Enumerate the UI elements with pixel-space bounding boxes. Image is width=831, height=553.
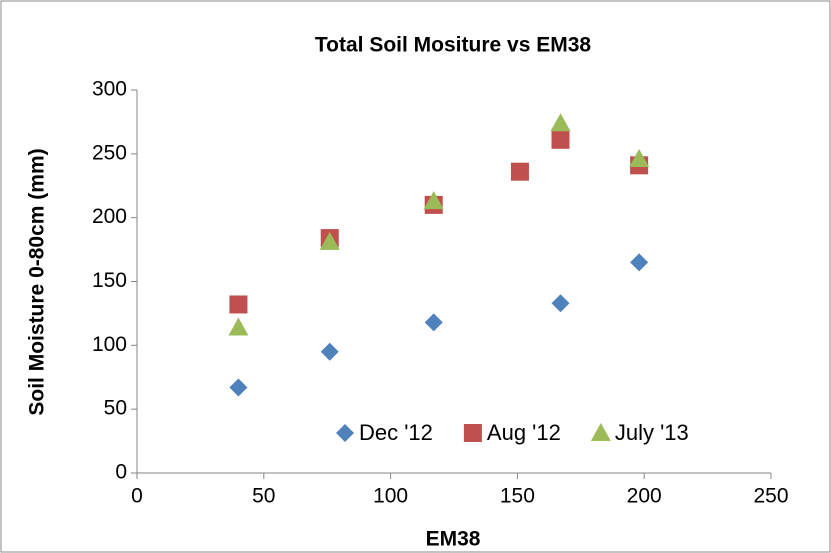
x-tick-label: 50	[252, 485, 275, 508]
marker-triangle	[319, 231, 340, 250]
marker-square	[510, 162, 529, 181]
marker-triangle	[629, 148, 650, 167]
x-axis-title: EM38	[426, 528, 481, 551]
marker-diamond	[424, 313, 443, 332]
marker-diamond	[551, 294, 570, 313]
legend-label: Dec '12	[359, 420, 433, 445]
chart-title: Total Soil Mositure vs EM38	[315, 34, 591, 57]
y-tick-label: 200	[92, 205, 127, 228]
y-tick-label: 300	[92, 78, 127, 101]
marker-square	[551, 130, 570, 149]
x-tick-label: 0	[131, 485, 143, 508]
y-tick-label: 50	[104, 397, 127, 420]
x-tick-label: 250	[753, 485, 788, 508]
marker-diamond	[630, 253, 649, 272]
marker-triangle	[590, 423, 611, 441]
x-tick-label: 150	[500, 485, 535, 508]
marker-triangle	[423, 191, 444, 210]
marker-diamond	[229, 378, 248, 397]
marker-square	[229, 295, 248, 314]
legend-label: Aug '12	[487, 420, 561, 445]
marker-diamond	[320, 342, 339, 361]
y-tick-label: 100	[92, 333, 127, 356]
y-tick-label: 250	[92, 141, 127, 164]
marker-square	[463, 424, 482, 442]
y-tick-label: 0	[115, 461, 127, 484]
marker-diamond	[336, 424, 354, 442]
y-axis-title: Soil Moisture 0-80cm (mm)	[26, 148, 49, 415]
x-tick-label: 100	[373, 485, 408, 508]
marker-triangle	[550, 113, 571, 132]
legend-label: July '13	[615, 420, 689, 445]
y-tick-label: 150	[92, 269, 127, 292]
marker-triangle	[228, 317, 249, 336]
x-tick-label: 200	[627, 485, 662, 508]
